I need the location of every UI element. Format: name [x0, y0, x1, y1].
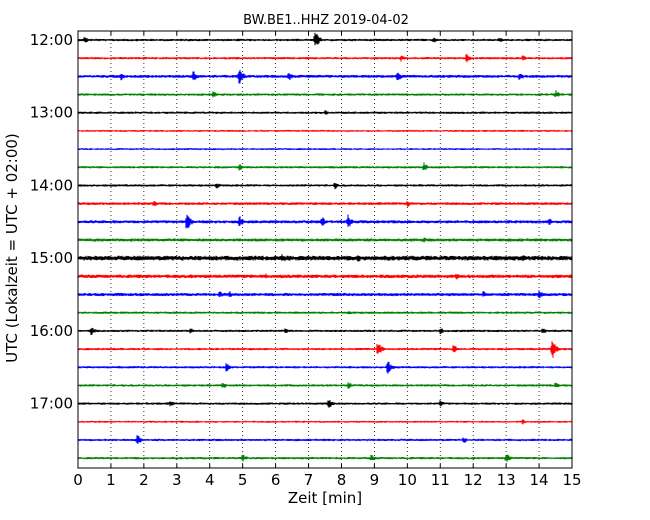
y-axis: 12:00 13:00 14:00 15:00 16:00 17:00 [30, 31, 572, 413]
trace-line [77, 70, 573, 84]
trace-line [77, 129, 573, 132]
trace-line [77, 435, 573, 444]
x-tick-label: 12 [464, 471, 483, 489]
trace-line [77, 200, 573, 207]
y-tick-label: 16:00 [30, 322, 73, 340]
y-tick-label: 15:00 [30, 249, 73, 267]
chart-title: BW.BE1..HHZ 2019-04-02 [243, 13, 409, 28]
traces [77, 32, 573, 462]
x-tick-label: 13 [497, 471, 516, 489]
trace-line [77, 182, 573, 190]
trace-line [77, 214, 573, 229]
trace-line [77, 32, 573, 46]
trace-line [77, 361, 573, 374]
x-tick-label: 3 [172, 471, 182, 489]
trace-line [77, 162, 573, 171]
x-tick-label: 8 [337, 471, 347, 489]
x-tick-label: 5 [238, 471, 248, 489]
x-tick-label: 2 [139, 471, 149, 489]
y-tick-label: 12:00 [30, 31, 73, 49]
x-axis: 0 1 2 3 4 5 6 7 8 9 10 11 12 13 14 15 [73, 31, 582, 489]
x-axis-label: Zeit [min] [288, 489, 362, 507]
trace-line [77, 400, 573, 408]
x-tick-label: 10 [398, 471, 417, 489]
trace-line [77, 341, 573, 358]
x-tick-label: 1 [106, 471, 116, 489]
trace-line [77, 254, 573, 262]
x-tick-label: 0 [73, 471, 83, 489]
trace-line [77, 237, 573, 243]
trace-line [77, 273, 573, 280]
trace-line [77, 148, 573, 151]
y-axis-label: UTC (Lokalzeit = UTC + 02:00) [3, 133, 21, 363]
trace-line [77, 311, 573, 315]
trace-line [77, 382, 573, 389]
x-tick-label: 11 [431, 471, 450, 489]
x-tick-label: 4 [205, 471, 215, 489]
trace-line [77, 454, 573, 462]
x-tick-label: 15 [562, 471, 581, 489]
plot-frame [77, 30, 573, 469]
trace-line [77, 90, 573, 98]
trace-line [77, 327, 573, 335]
trace-line [77, 110, 573, 115]
y-tick-label: 14:00 [30, 176, 73, 194]
x-tick-label: 7 [304, 471, 314, 489]
trace-line [77, 419, 573, 425]
grid [110, 31, 540, 468]
x-tick-label: 6 [271, 471, 281, 489]
trace-line [77, 290, 573, 299]
trace-line [77, 54, 573, 63]
x-tick-label: 14 [530, 471, 549, 489]
y-tick-label: 13:00 [30, 104, 73, 122]
x-tick-label: 9 [370, 471, 380, 489]
y-tick-label: 17:00 [30, 395, 73, 413]
